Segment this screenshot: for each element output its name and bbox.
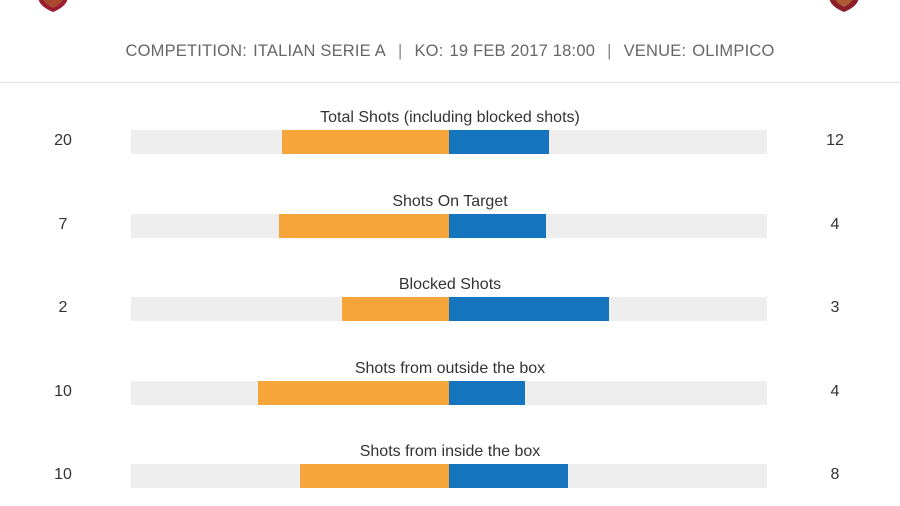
stat-bar-away: [449, 381, 525, 405]
stat-away-value: 4: [830, 383, 840, 400]
stat-bar-track: [131, 130, 767, 154]
stat-bar-away: [449, 214, 546, 238]
venue-label: VENUE:: [623, 42, 687, 60]
kickoff-label: KO:: [414, 42, 444, 60]
stat-home-value: 7: [58, 216, 68, 233]
stat-away-value: 3: [830, 299, 840, 316]
info-separator: |: [397, 42, 403, 60]
stat-bar-away: [449, 464, 568, 488]
stat-title: Shots from inside the box: [359, 443, 541, 460]
venue-value: OLIMPICO: [692, 42, 775, 60]
stat-row-inside-box: Shots from inside the box 10 8: [0, 442, 900, 502]
match-info-bar: COMPETITION: ITALIAN SERIE A | KO: 19 FEB 20…: [0, 42, 900, 70]
stat-row-outside-box: Shots from outside the box 10 4: [0, 359, 900, 419]
stat-title: Shots On Target: [392, 193, 508, 210]
stat-bar-home: [258, 381, 449, 405]
stat-title: Blocked Shots: [398, 276, 502, 293]
stat-away-value: 4: [830, 216, 840, 233]
stat-home-value: 10: [54, 466, 72, 483]
stat-home-value: 10: [54, 383, 72, 400]
stat-title: Total Shots (including blocked shots): [320, 109, 580, 126]
stat-row-blocked-shots: Blocked Shots 2 3: [0, 275, 900, 335]
header-divider: [0, 82, 900, 83]
stat-home-value: 2: [58, 299, 68, 316]
stat-away-value: 8: [830, 466, 840, 483]
stat-bar-home: [279, 214, 449, 238]
stat-bar-track: [131, 297, 767, 321]
stat-home-value: 20: [54, 132, 72, 149]
stat-bar-home: [282, 130, 449, 154]
stat-bar-home: [342, 297, 449, 321]
stat-away-value: 12: [826, 132, 844, 149]
stat-title: Shots from outside the box: [354, 360, 546, 377]
away-team-crest-icon: [829, 0, 859, 12]
stat-row-shots-on-target: Shots On Target 7 4: [0, 192, 900, 252]
home-team-crest-icon: [38, 0, 68, 12]
stat-row-total-shots: Total Shots (including blocked shots) 20…: [0, 108, 900, 168]
competition-value: ITALIAN SERIE A: [253, 42, 386, 60]
stat-bar-track: [131, 381, 767, 405]
competition-label: COMPETITION:: [125, 42, 248, 60]
stat-bar-track: [131, 214, 767, 238]
stat-bar-track: [131, 464, 767, 488]
stat-bar-away: [449, 130, 549, 154]
info-separator: |: [607, 42, 612, 60]
kickoff-value: 19 FEB 2017 18:00: [449, 42, 596, 60]
stat-bar-away: [449, 297, 609, 321]
stat-bar-home: [300, 464, 449, 488]
